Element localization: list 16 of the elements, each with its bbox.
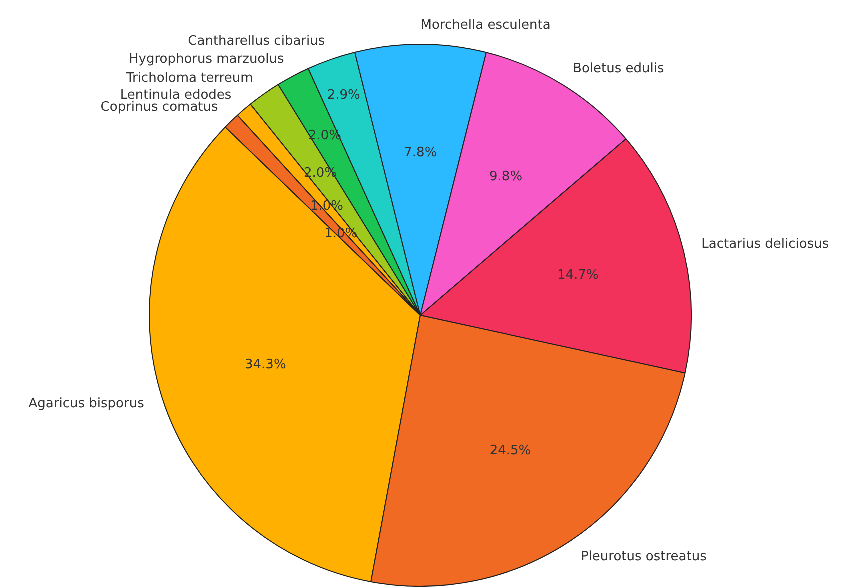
data-label: 2.9% (327, 88, 360, 103)
slice-label: Hygrophorus marzuolus (128, 52, 284, 67)
data-label: 24.5% (490, 443, 532, 458)
data-label: 9.8% (490, 170, 523, 185)
slice-label: Morchella esculenta (420, 18, 551, 33)
data-label: 34.3% (244, 357, 286, 372)
slice-label: Cantharellus cibarius (188, 34, 326, 50)
slice-label: Boletus edulis (573, 61, 664, 76)
slice-label: Pleurotus ostreatus (580, 549, 708, 564)
slice-label: Agaricus bisporus (28, 396, 145, 412)
slice-label: Tricholoma terreum (125, 70, 254, 86)
data-label: 7.8% (404, 145, 438, 160)
slice-label: Coprinus comatus (100, 100, 218, 116)
data-label: 14.7% (558, 268, 599, 284)
slice-label: Lactarius deliciosus (702, 236, 830, 252)
slice-label: Lentinula edodes (120, 88, 232, 103)
